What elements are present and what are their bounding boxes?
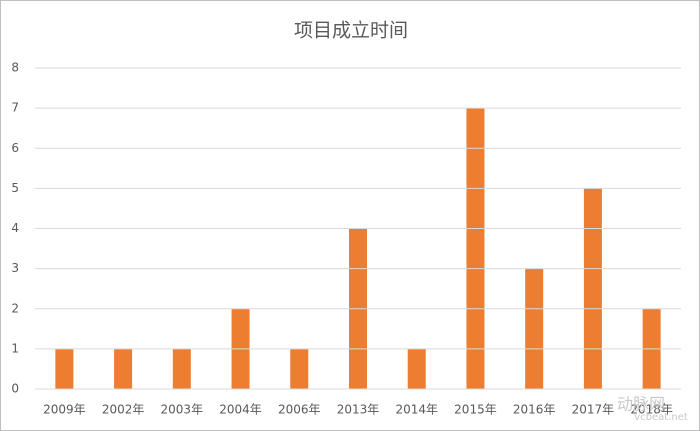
bar <box>583 188 602 389</box>
y-tick-label: 3 <box>11 261 19 275</box>
bar <box>172 348 191 389</box>
x-tick-label: 2006年 <box>278 403 321 417</box>
chart-title: 项目成立时间 <box>294 20 408 42</box>
watermark-url: vcbeat.net <box>634 412 688 423</box>
y-tick-label: 1 <box>11 341 19 355</box>
y-tick-label: 5 <box>11 181 19 195</box>
bar <box>466 108 485 389</box>
bar <box>55 348 74 389</box>
bar <box>114 348 133 389</box>
x-tick-label: 2003年 <box>161 403 204 417</box>
bar <box>290 348 309 389</box>
y-tick-label: 0 <box>11 382 19 396</box>
x-tick-label: 2016年 <box>513 403 556 417</box>
x-tick-label: 2004年 <box>219 403 262 417</box>
x-tick-label: 2013年 <box>337 403 380 417</box>
x-tick-label: 2018年 <box>630 403 673 417</box>
x-tick-label: 2009年 <box>43 403 86 417</box>
y-tick-label: 2 <box>11 301 19 315</box>
bar <box>407 348 426 389</box>
y-tick-label: 4 <box>11 221 19 235</box>
x-tick-label: 2002年 <box>102 403 145 417</box>
bar <box>525 268 544 389</box>
watermark: 动脉网 <box>617 395 665 414</box>
y-tick-label: 6 <box>11 141 19 155</box>
y-tick-label: 7 <box>11 101 19 115</box>
x-tick-label: 2015年 <box>454 403 497 417</box>
y-tick-label: 8 <box>11 61 19 75</box>
x-tick-label: 2017年 <box>572 403 615 417</box>
x-tick-label: 2014年 <box>395 403 438 417</box>
